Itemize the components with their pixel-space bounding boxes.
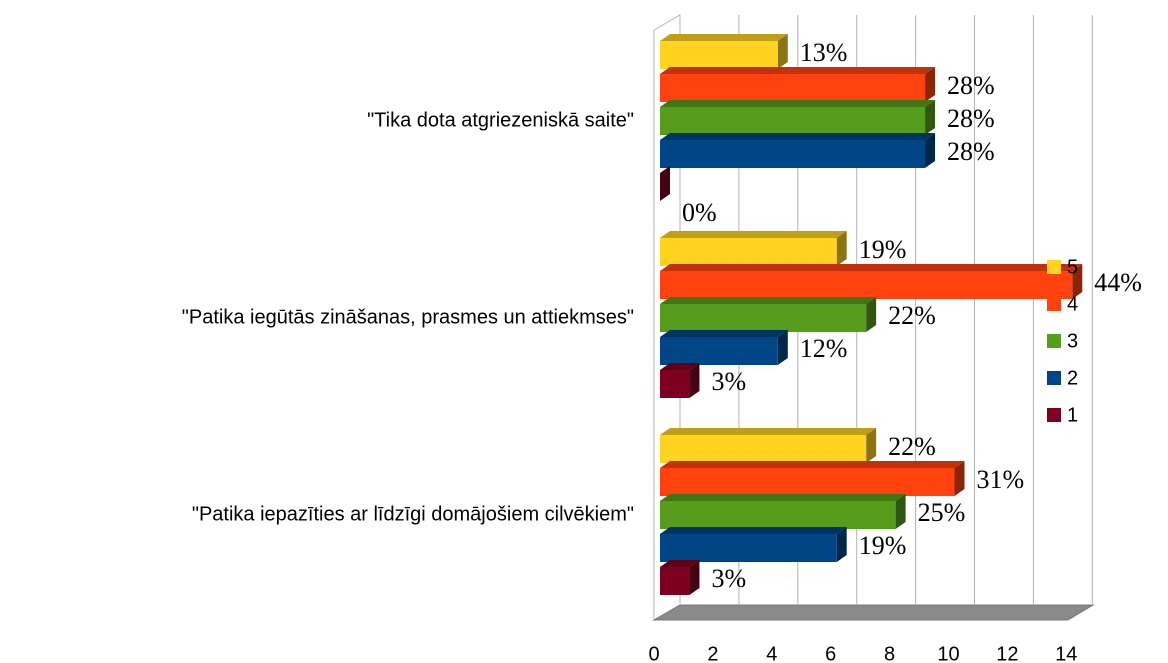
x-tick-label: 6 (825, 643, 836, 663)
data-label: 0% (682, 198, 717, 227)
x-tick-label: 4 (766, 643, 777, 663)
data-label: 12% (800, 334, 848, 363)
legend-swatch (1047, 297, 1061, 311)
bar (660, 468, 955, 496)
bar (660, 567, 690, 595)
bar-side (1072, 264, 1083, 299)
bar (660, 140, 926, 168)
bar-top (660, 231, 847, 238)
legend-swatch (1047, 334, 1061, 348)
bar-side (866, 297, 877, 332)
data-label: 44% (1094, 268, 1142, 297)
data-label: 3% (711, 367, 746, 396)
legend-swatch (1047, 408, 1061, 422)
x-tick-label: 0 (648, 643, 659, 663)
bar-top (660, 461, 965, 468)
legend-swatch (1047, 260, 1061, 274)
bar-top (660, 428, 877, 435)
bar-top (660, 494, 906, 501)
bar (660, 304, 867, 332)
bar-side (895, 494, 906, 529)
bar-side (925, 133, 936, 168)
data-label: 3% (711, 564, 746, 593)
bar-side (836, 527, 847, 562)
bar-side (689, 363, 700, 398)
legend-label: 5 (1067, 256, 1078, 278)
bar-top (660, 297, 877, 304)
data-label: 13% (800, 38, 848, 67)
bar-top (660, 133, 936, 140)
bar (660, 41, 778, 69)
data-label: 31% (977, 465, 1025, 494)
bar-top (660, 560, 700, 567)
bar-side (925, 100, 936, 135)
legend-swatch (1047, 371, 1061, 385)
legend-label: 2 (1067, 367, 1078, 389)
bar (660, 370, 690, 398)
bar-top (660, 100, 936, 107)
bar-side (925, 67, 936, 102)
legend-label: 4 (1067, 293, 1078, 315)
bar-top (660, 363, 700, 370)
bar-top (660, 264, 1083, 271)
data-label: 22% (888, 301, 936, 330)
bar (660, 534, 837, 562)
bar (660, 271, 1073, 299)
bar-side (866, 428, 877, 463)
x-tick-label: 8 (884, 643, 895, 663)
bar-top (660, 34, 788, 41)
x-tick-label: 10 (937, 643, 959, 663)
data-label: 19% (859, 531, 907, 560)
bar-side (689, 560, 700, 595)
bar (660, 435, 867, 463)
category-label: "Tika dota atgriezeniskā saite" (367, 109, 634, 131)
legend-label: 1 (1067, 404, 1078, 426)
bar (660, 238, 837, 266)
x-tick-label: 12 (996, 643, 1018, 663)
data-label: 28% (947, 137, 995, 166)
category-label: "Patika iepazīties ar līdzīgi domājošiem… (192, 503, 634, 525)
bar-side (836, 231, 847, 266)
category-label: "Patika iegūtās zināšanas, prasmes un at… (182, 306, 634, 328)
bar (660, 501, 896, 529)
x-tick-label: 14 (1055, 643, 1077, 663)
bar-side (660, 166, 670, 201)
x-tick-label: 2 (707, 643, 718, 663)
bar-side (777, 34, 788, 69)
bar (660, 337, 778, 365)
bar-side (777, 330, 788, 365)
data-label: 28% (947, 104, 995, 133)
bar-top (660, 67, 936, 74)
bar (660, 107, 926, 135)
data-label: 22% (888, 432, 936, 461)
bar-top (660, 330, 788, 337)
data-label: 25% (918, 498, 966, 527)
bar (660, 74, 926, 102)
bar-top (660, 527, 847, 534)
data-label: 19% (859, 235, 907, 264)
data-label: 28% (947, 71, 995, 100)
bar-side (954, 461, 965, 496)
legend-label: 3 (1067, 330, 1078, 352)
floor (652, 604, 1095, 621)
